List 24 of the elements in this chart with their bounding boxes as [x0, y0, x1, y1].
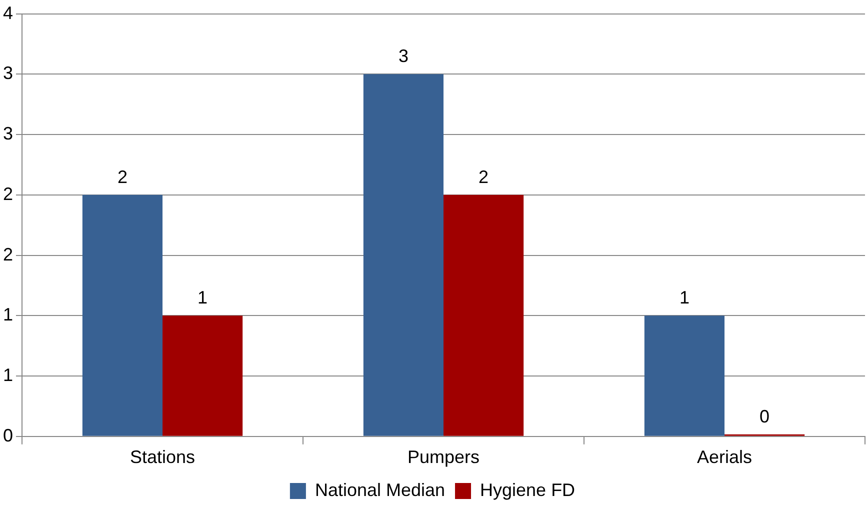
data-label: 0 — [760, 406, 770, 426]
y-tick-label: 3 — [2, 63, 14, 84]
bar — [162, 316, 243, 436]
bar — [363, 74, 444, 436]
bar — [82, 194, 163, 436]
data-label: 1 — [679, 288, 690, 308]
bar — [444, 194, 524, 436]
data-label: 2 — [478, 166, 489, 187]
x-tick-label: Aerials — [696, 447, 752, 468]
y-tick-label: 0 — [2, 425, 14, 446]
y-tick-label: 2 — [2, 244, 14, 264]
legend-label: Hygiene FD — [480, 480, 576, 500]
data-label: 1 — [198, 288, 208, 308]
y-tick-label: 4 — [2, 2, 14, 23]
y-tick-label: 1 — [2, 364, 14, 385]
data-label: 2 — [117, 166, 128, 187]
data-label: 3 — [398, 46, 408, 66]
y-tick-label: 2 — [2, 184, 14, 204]
y-tick-label: 3 — [2, 124, 14, 144]
x-tick-label: Stations — [130, 447, 196, 468]
bar — [644, 316, 724, 436]
y-tick-label: 1 — [2, 304, 14, 325]
x-tick-label: Pumpers — [407, 447, 480, 468]
legend-label: National Median — [314, 480, 446, 500]
